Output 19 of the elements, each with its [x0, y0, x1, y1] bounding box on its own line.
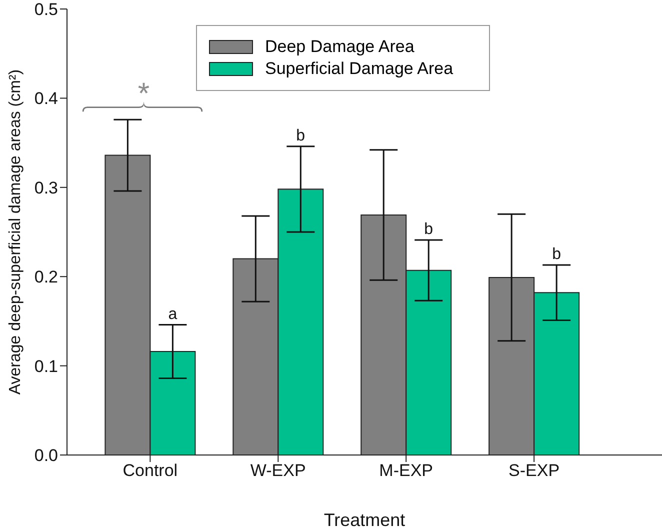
legend-label: Deep Damage Area	[265, 37, 414, 57]
annotation: b	[552, 246, 562, 264]
x-tick-label: Control	[122, 461, 178, 480]
annotation: b	[424, 221, 434, 238]
y-axis-title: Average deep-superficial damage areas (cm²)	[7, 69, 24, 395]
x-tick-label: S-EXP	[508, 461, 560, 480]
annotation: b	[296, 127, 306, 144]
legend-label: Superficial Damage Area	[265, 59, 454, 79]
y-tick-label: 0.3	[34, 178, 58, 198]
annotation: *	[138, 78, 150, 111]
x-tick-label: M-EXP	[379, 461, 434, 480]
annotation: a	[168, 306, 178, 323]
y-tick-label: 0.1	[34, 356, 58, 376]
y-tick-label: 0.5	[34, 0, 58, 20]
y-tick-label: 0.4	[34, 89, 58, 108]
y-tick-label: 0.2	[34, 268, 58, 287]
y-tick-label: 0.0	[34, 446, 58, 466]
x-axis-title: Treatment	[324, 510, 406, 528]
x-tick-label: W-EXP	[250, 461, 306, 480]
